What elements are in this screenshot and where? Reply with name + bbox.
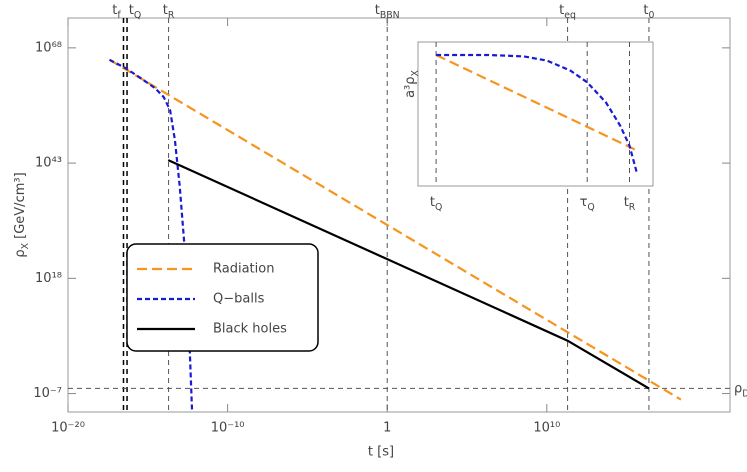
text-part: t xyxy=(559,3,564,18)
text-part: R xyxy=(168,10,175,21)
series-line xyxy=(167,159,650,390)
legend-label: Radiation xyxy=(213,262,274,277)
reference-label: ρDM(t0) xyxy=(734,381,747,400)
y-axis-label: a³ρX xyxy=(403,69,422,97)
x-tick-label: 10⁻²⁰ xyxy=(51,421,85,436)
x-tick-label: 1 xyxy=(383,421,391,436)
text-part: t xyxy=(430,195,435,210)
text-part: f xyxy=(117,10,121,21)
legend-label: Black holes xyxy=(213,322,287,337)
reference-label: t0 xyxy=(643,3,654,22)
reference-label: tQ xyxy=(129,3,141,22)
text-part: t xyxy=(643,3,648,18)
text-part: [GeV/cm³] xyxy=(13,172,28,243)
reference-label: teq xyxy=(559,3,576,22)
text-part: ρ xyxy=(13,249,28,257)
text-part: t xyxy=(129,3,134,18)
reference-label: tR xyxy=(624,195,636,214)
y-tick-label: 10¹⁸ xyxy=(35,271,62,286)
y-tick-label: 10⁻⁷ xyxy=(33,386,62,401)
reference-label: tQ xyxy=(430,195,442,214)
reference-label: tR xyxy=(163,3,175,22)
reference-label: τQ xyxy=(580,195,595,214)
text-part: R xyxy=(629,202,636,213)
y-tick-label: 10⁶⁸ xyxy=(35,40,62,55)
y-axis-label: ρX [GeV/cm³] xyxy=(13,172,32,257)
text-part: t xyxy=(375,3,380,18)
legend-box xyxy=(126,243,319,352)
text-part: X xyxy=(20,242,31,249)
reference-label: tf xyxy=(112,3,121,22)
text-part: t xyxy=(163,3,168,18)
text-part: Q xyxy=(587,202,594,213)
text-part: 0 xyxy=(649,10,655,21)
x-axis-label: t [s] xyxy=(368,445,394,460)
series-line xyxy=(108,58,682,401)
y-tick-label: 10⁴³ xyxy=(35,156,62,171)
x-tick-label: 10¹⁰ xyxy=(533,421,560,436)
text-part: eq xyxy=(564,10,576,21)
text-part: BBN xyxy=(380,10,400,21)
text-part: t xyxy=(624,195,629,210)
reference-label: tBBN xyxy=(375,3,400,22)
text-part: DM xyxy=(742,388,747,399)
text-part: a³ρ xyxy=(403,76,418,97)
text-part: ρ xyxy=(734,381,742,396)
text-part: t xyxy=(112,3,117,18)
text-part: τ xyxy=(580,195,588,210)
x-tick-label: 10⁻¹⁰ xyxy=(211,421,245,436)
series-line xyxy=(436,53,638,172)
series-line xyxy=(435,54,640,153)
legend-label: Q−balls xyxy=(213,292,265,307)
text-part: X xyxy=(410,69,421,76)
text-part: Q xyxy=(134,10,141,21)
text-part: Q xyxy=(435,202,442,213)
